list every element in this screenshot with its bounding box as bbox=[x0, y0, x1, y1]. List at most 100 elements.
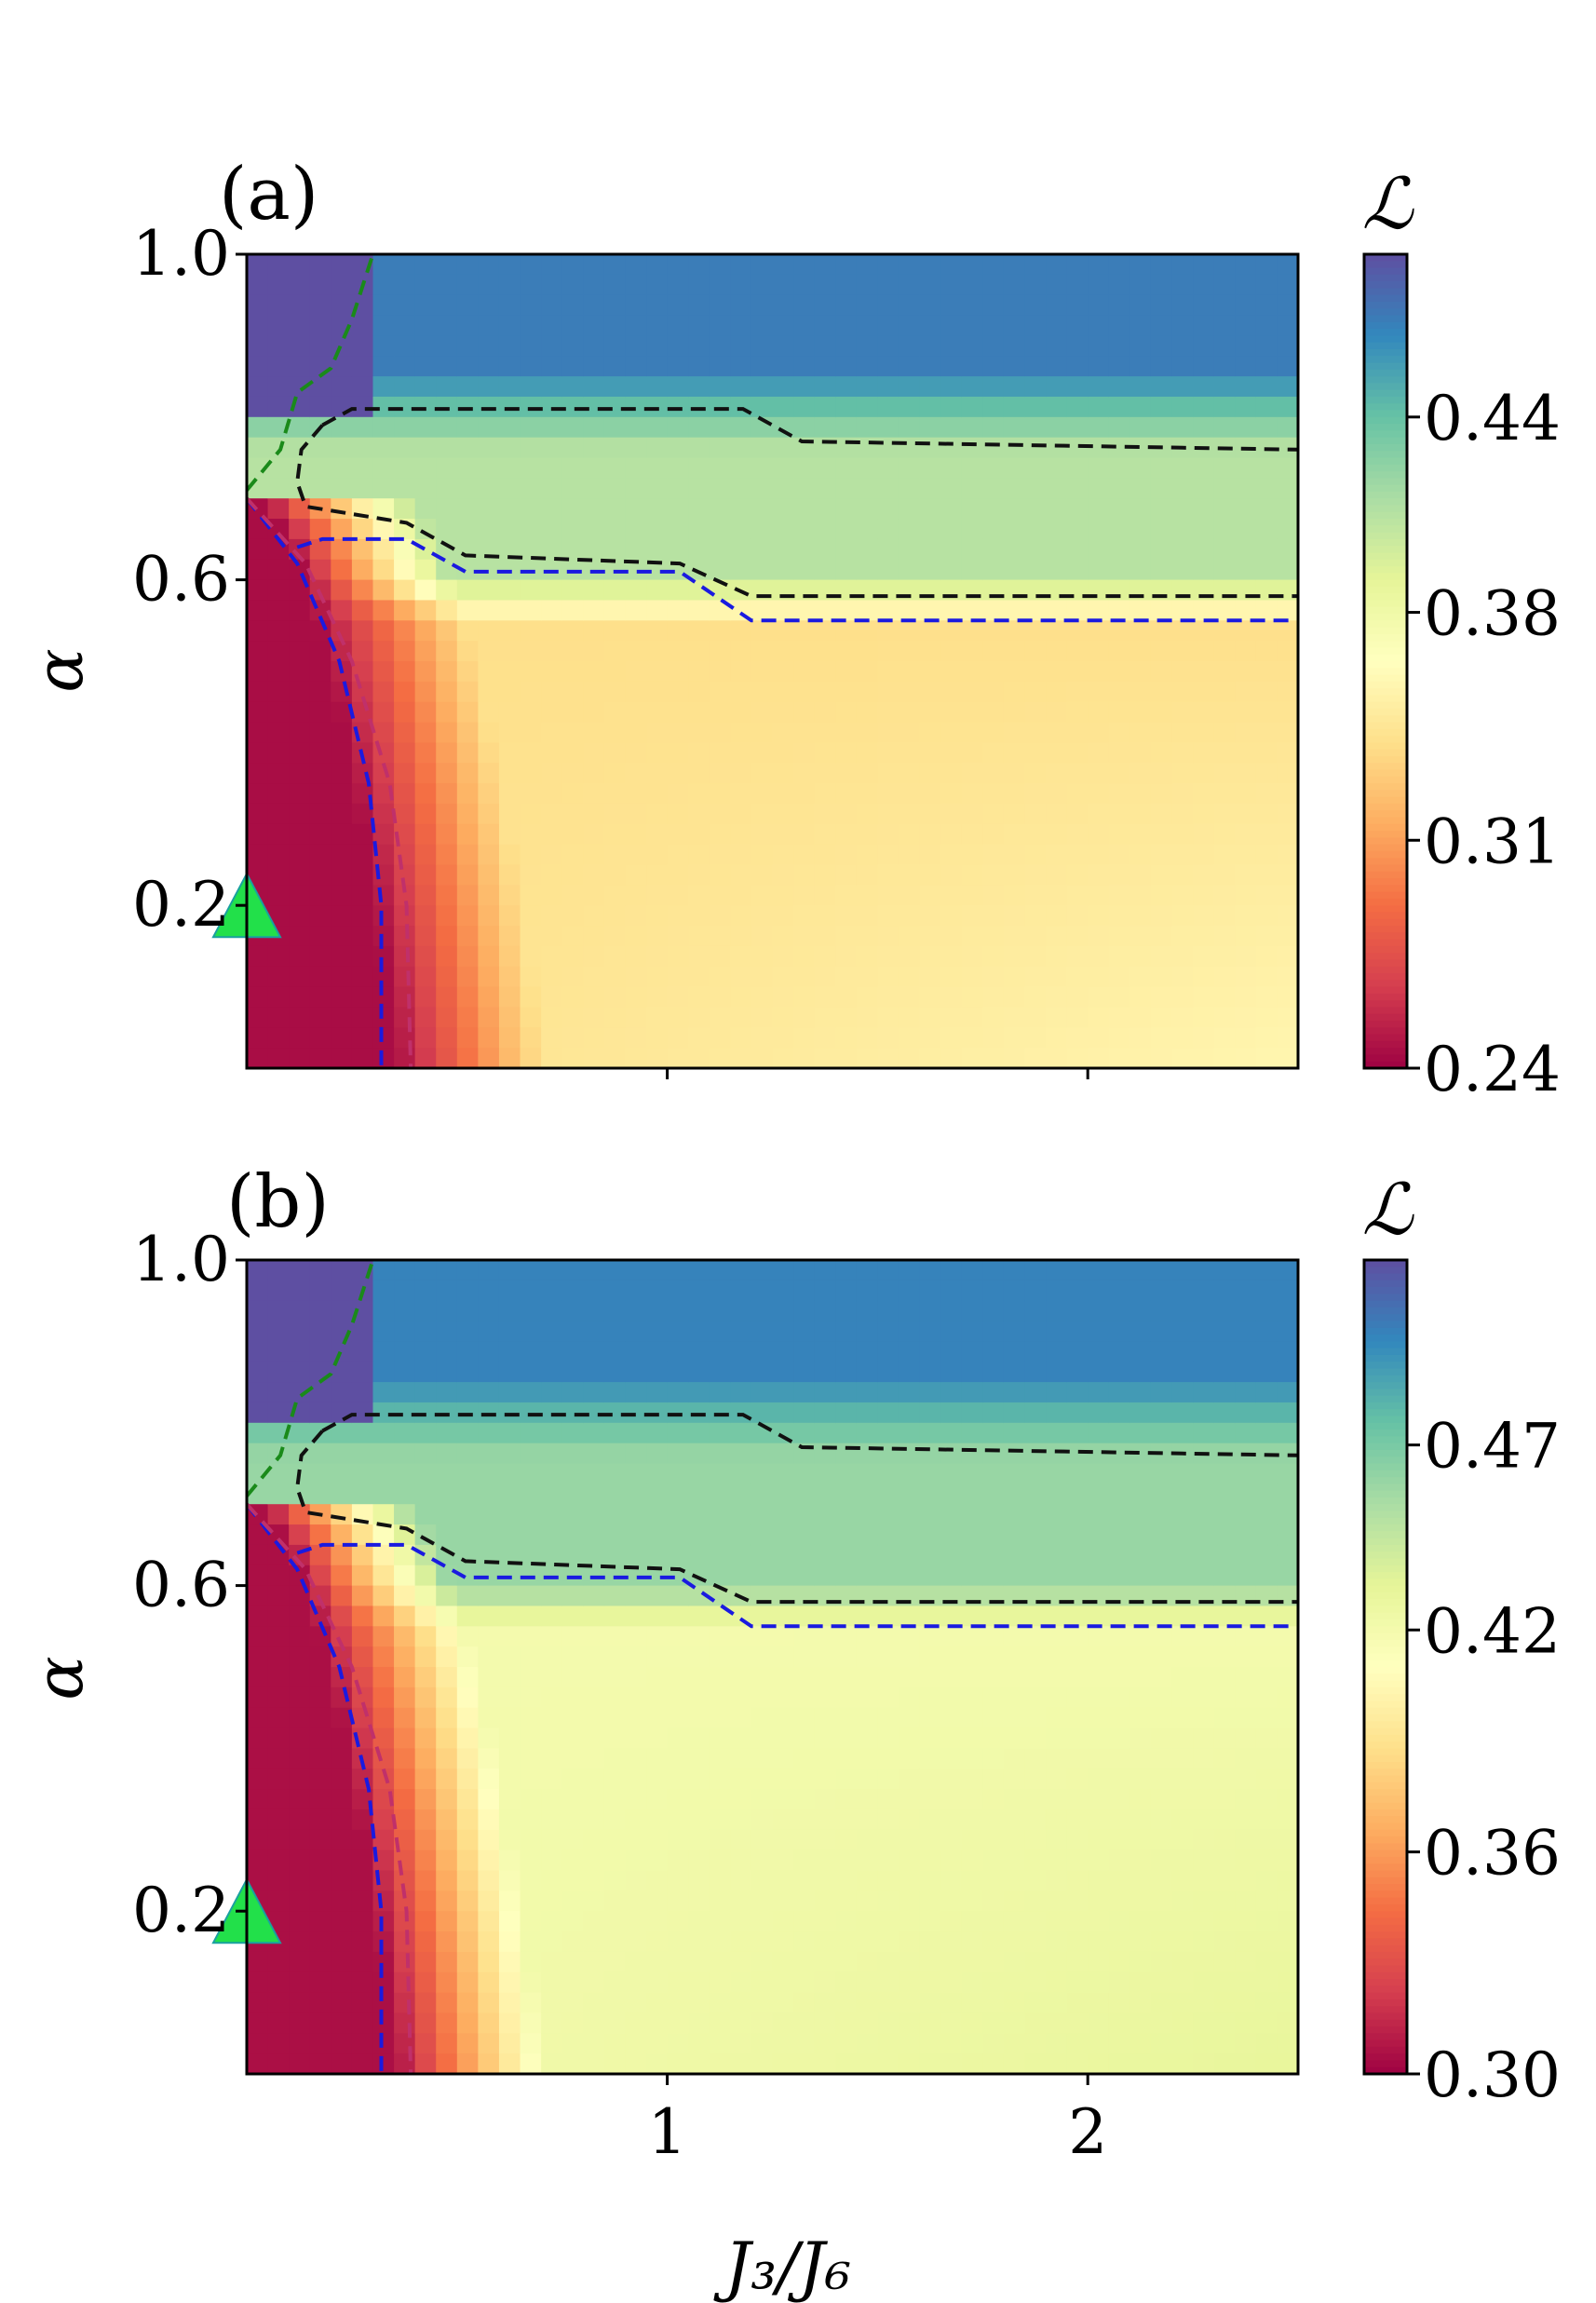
panel-a-heat-cell bbox=[709, 926, 731, 947]
panel-b-heat-cell bbox=[331, 1463, 353, 1484]
panel-a-heat-cell bbox=[372, 519, 395, 540]
panel-a-colorbar-segment bbox=[1364, 335, 1407, 344]
panel-b-heat-cell bbox=[730, 1992, 752, 2014]
panel-b-heat-cell bbox=[267, 1829, 290, 1851]
panel-a-heat-cell bbox=[351, 864, 374, 886]
panel-b-heat-cell bbox=[625, 1931, 647, 1953]
panel-b-heat-cell bbox=[289, 1341, 311, 1362]
panel-a-heat-cell bbox=[982, 437, 1005, 459]
panel-b-heatmap bbox=[247, 1260, 1299, 2075]
panel-a-heat-cell bbox=[751, 823, 774, 846]
panel-a-heat-cell bbox=[814, 294, 836, 317]
panel-a-heat-cell bbox=[309, 274, 331, 296]
panel-b-heat-cell bbox=[919, 1951, 941, 1973]
panel-b-heat-cell bbox=[709, 1280, 731, 1302]
panel-a-heat-cell bbox=[1046, 1027, 1068, 1049]
panel-a-heat-cell bbox=[793, 986, 816, 1009]
panel-a-heat-cell bbox=[919, 823, 941, 846]
panel-a-colorbar-segment bbox=[1364, 701, 1407, 710]
panel-a-heat-cell bbox=[267, 1048, 290, 1069]
panel-a-heat-cell bbox=[1046, 274, 1068, 296]
panel-a-colorbar-segment bbox=[1364, 959, 1407, 968]
panel-a-heat-cell bbox=[1193, 538, 1215, 561]
panel-b-heat-cell bbox=[730, 1565, 752, 1587]
panel-b-heat-cell bbox=[309, 1992, 331, 2014]
panel-b-heat-cell bbox=[730, 1463, 752, 1484]
panel-b-heat-cell bbox=[646, 1849, 669, 1872]
panel-a-heat-cell bbox=[456, 315, 479, 336]
panel-b-heat-cell bbox=[1129, 1768, 1152, 1790]
panel-a-heat-cell bbox=[289, 864, 311, 886]
panel-b-heat-cell bbox=[940, 1605, 963, 1627]
panel-a-heat-cell bbox=[940, 945, 963, 968]
panel-a-heat-cell bbox=[1088, 274, 1110, 296]
panel-b-heat-cell bbox=[478, 1992, 500, 2014]
panel-b-heat-cell bbox=[730, 2053, 752, 2075]
panel-a-heat-cell bbox=[709, 294, 731, 317]
panel-b-heat-cell bbox=[1066, 1443, 1089, 1465]
panel-a-colorbar-segment bbox=[1364, 810, 1407, 819]
panel-a-heat-cell bbox=[583, 315, 605, 336]
panel-a-heat-cell bbox=[898, 396, 921, 418]
panel-b-colorbar-segment bbox=[1364, 1917, 1407, 1926]
panel-a-heat-cell bbox=[856, 335, 878, 357]
panel-a-heat-cell bbox=[456, 559, 479, 581]
panel-b-heat-cell bbox=[267, 1951, 290, 1973]
panel-a-heat-cell bbox=[1024, 335, 1047, 357]
panel-b-heat-cell bbox=[267, 1382, 290, 1403]
panel-b-heat-cell bbox=[814, 1280, 836, 1302]
panel-a-heat-cell bbox=[877, 356, 899, 377]
panel-a-heat-cell bbox=[394, 701, 416, 724]
panel-a-heat-cell bbox=[898, 803, 921, 825]
panel-a-heat-cell bbox=[919, 945, 941, 968]
panel-a-heat-cell bbox=[961, 701, 983, 724]
panel-a-heat-cell bbox=[456, 1027, 479, 1049]
panel-b-heat-cell bbox=[247, 1951, 269, 1973]
panel-a-heat-cell bbox=[372, 1007, 395, 1028]
panel-a-heat-cell bbox=[961, 722, 983, 743]
panel-a-heat-cell bbox=[625, 1048, 647, 1069]
panel-a-heat-cell bbox=[730, 1027, 752, 1049]
panel-b-colorbar-segment bbox=[1364, 1572, 1407, 1579]
panel-a-heat-cell bbox=[1024, 457, 1047, 479]
panel-b-heat-cell bbox=[772, 1605, 794, 1627]
panel-b-heat-cell bbox=[940, 1524, 963, 1546]
panel-b-heat-cell bbox=[520, 1748, 542, 1769]
panel-a-heat-cell bbox=[961, 803, 983, 825]
panel-b-heat-cell bbox=[1129, 1483, 1152, 1505]
panel-a-heat-cell bbox=[1046, 254, 1068, 276]
panel-a-heat-cell bbox=[1171, 966, 1194, 988]
panel-b-heat-cell bbox=[940, 1992, 963, 2014]
panel-b-heat-cell bbox=[331, 1585, 353, 1607]
panel-a-colorbar-segment bbox=[1364, 294, 1407, 303]
panel-b-heat-cell bbox=[1129, 1849, 1152, 1872]
panel-b-ytick-label: 1.0 bbox=[132, 1224, 230, 1295]
panel-b-heat-cell bbox=[1129, 1382, 1152, 1403]
panel-b-heat-cell bbox=[982, 1809, 1005, 1831]
panel-b-heat-cell bbox=[456, 2033, 479, 2054]
panel-b-colorbar-segment bbox=[1364, 1368, 1407, 1376]
panel-a-heat-cell bbox=[1003, 1048, 1026, 1069]
panel-a-heat-cell bbox=[1213, 620, 1236, 642]
panel-b-heat-cell bbox=[709, 1687, 731, 1709]
panel-b-heat-cell bbox=[1108, 1382, 1130, 1403]
panel-a-heat-cell bbox=[1066, 294, 1089, 317]
panel-b-heat-cell bbox=[456, 1768, 479, 1790]
panel-b-heat-cell bbox=[541, 2033, 563, 2054]
panel-b-heat-cell bbox=[919, 1341, 941, 1362]
panel-a-heat-cell bbox=[247, 966, 269, 988]
panel-b-heat-cell bbox=[351, 1463, 374, 1484]
panel-a-heat-cell bbox=[982, 681, 1005, 703]
panel-a-heat-cell bbox=[372, 396, 395, 418]
panel-b-heat-cell bbox=[1108, 1300, 1130, 1322]
panel-a-heat-cell bbox=[1108, 559, 1130, 581]
panel-b-heat-cell bbox=[1277, 1565, 1299, 1587]
panel-b-heat-cell bbox=[772, 1707, 794, 1729]
panel-b-heat-cell bbox=[730, 1789, 752, 1810]
panel-a-heat-cell bbox=[772, 945, 794, 968]
panel-b-heat-cell bbox=[1129, 1544, 1152, 1566]
panel-a-heat-cell bbox=[814, 864, 836, 886]
panel-a-heat-cell bbox=[1066, 315, 1089, 336]
panel-a-heat-cell bbox=[561, 1027, 584, 1049]
panel-a-heat-cell bbox=[1003, 844, 1026, 866]
